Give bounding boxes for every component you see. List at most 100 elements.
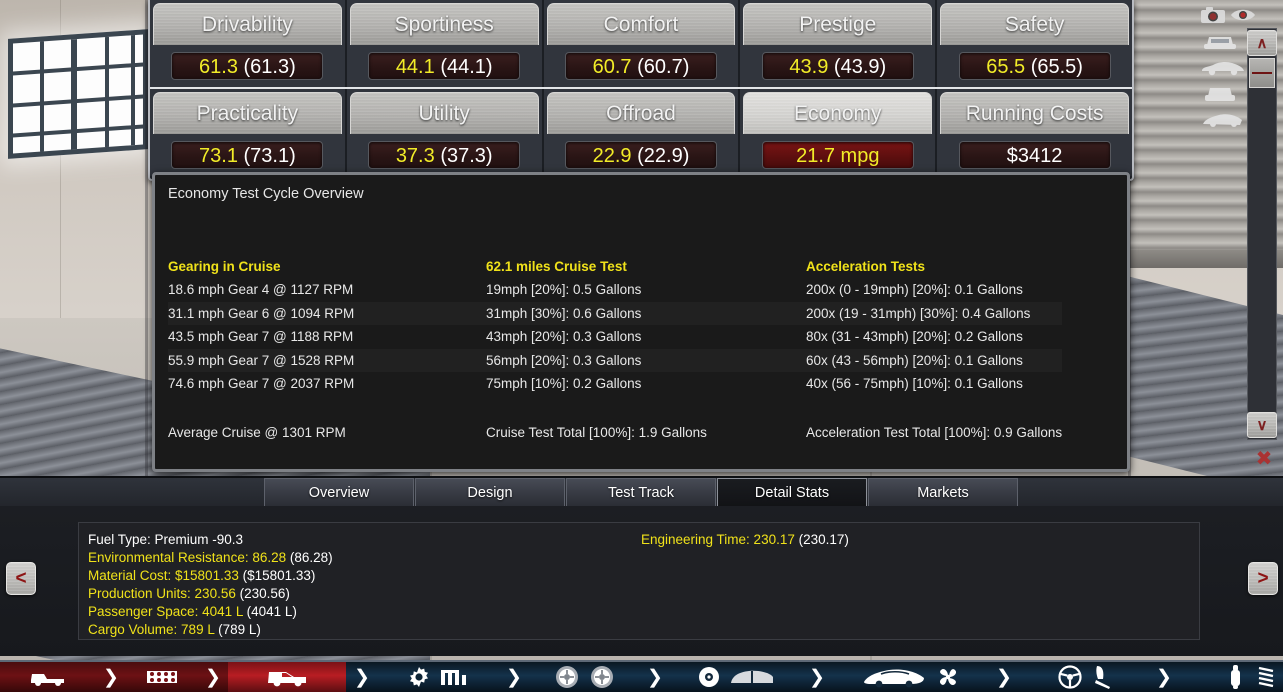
stat-label: Drivability [153,3,342,45]
sports-car-icon [861,665,927,689]
stat-line-key: Environmental Resistance: 86.28 [88,550,287,565]
stat-cell-running-costs[interactable]: Running Costs $3412 [937,89,1132,176]
stat-cell-utility[interactable]: Utility 37.3 (37.3) [346,89,544,176]
stat-cell-safety[interactable]: Safety 65.5 (65.5) [937,0,1132,87]
scroll-up-button[interactable]: ∧ [1247,30,1277,56]
bottom-stats-panel: Fuel Type: Premium -90.3 Environmental R… [78,522,1200,640]
stat-line-engineering-time: Engineering Time: 230.17 (230.17) [641,531,849,549]
tab-overview[interactable]: Overview [264,478,414,506]
stat-value: 44.1 [395,56,435,78]
stat-value-paren: $3412 [1006,145,1063,167]
stat-value-box: 22.9 (22.9) [564,141,717,169]
stat-value: 61.3 [199,56,238,78]
stat-line-production-units: Production Units: 230.56 (230.56) [88,585,333,603]
toolbar-stage-wheels[interactable] [530,662,638,692]
stat-value-box: 43.9 (43.9) [761,52,914,80]
stat-cell-economy[interactable]: Economy 21.7 mpg [740,89,938,176]
close-icon[interactable]: ✖ [1255,448,1273,470]
stat-line-material-cost: Material Cost: $15801.33 ($15801.33) [88,567,333,585]
stat-value-paren: (37.3) [440,145,493,167]
stat-row-1: Drivability 61.3 (61.3) Sportiness 44.1 … [150,0,1132,87]
stat-label: Prestige [743,3,933,45]
stat-value-paren: (60.7) [637,56,690,78]
toolbar-chevron-2: ❯ [198,662,228,692]
stat-cell-sportiness[interactable]: Sportiness 44.1 (44.1) [346,0,544,87]
car-side-icon[interactable] [1200,58,1246,81]
stat-value: 21.7 mpg [796,145,880,167]
stat-line-paren: (789 L) [218,622,261,637]
stat-value-box: 73.1 (73.1) [171,141,324,169]
detail-row: 55.9 mph Gear 7 @ 1528 RPM [168,349,486,373]
eye-icon[interactable] [1230,7,1256,28]
tab-test-track[interactable]: Test Track [566,478,716,506]
stat-value-paren: (43.9) [833,56,887,78]
detail-row: 31.1 mph Gear 6 @ 1094 RPM [168,302,486,326]
column-acceleration-tests: Acceleration Tests 200x (0 - 19mph) [20%… [806,255,1062,445]
stat-cell-offroad[interactable]: Offroad 22.9 (22.9) [543,89,741,176]
toolbar-stage-interior[interactable] [1022,662,1146,692]
detail-row: 200x (0 - 19mph) [20%]: 0.1 Gallons [806,282,1023,297]
toolbar-stage-body-panels[interactable] [672,662,800,692]
stat-line-paren: (4041 L) [246,604,297,619]
garage-window [8,29,148,159]
stat-value-box: 60.7 (60.7) [564,52,717,80]
stat-value: 65.5 [986,56,1026,78]
stat-value-paren: (44.1) [440,56,493,78]
detail-row: 60x (43 - 56mph) [20%]: 0.1 Gallons [806,349,1062,373]
stat-cell-comfort[interactable]: Comfort 60.7 (60.7) [543,0,741,87]
next-button[interactable]: > [1248,562,1278,595]
stat-cell-prestige[interactable]: Prestige 43.9 (43.9) [740,0,938,87]
scrollbar-thumb[interactable] [1249,58,1275,88]
toolbar-chevron-5: ❯ [638,662,672,692]
panel-title: Economy Test Cycle Overview [168,186,364,202]
detail-row: 43mph [20%]: 0.3 Gallons [486,329,642,345]
column-header: Acceleration Tests [806,259,926,274]
car-rear-icon[interactable] [1200,83,1240,108]
toolbar-stage-body-current[interactable] [228,662,346,692]
tab-design[interactable]: Design [415,478,565,506]
stat-line-key: Production Units: 230.56 [88,586,236,601]
stat-line-key: Fuel Type: Premium -90.3 [88,532,244,547]
stat-label: Sportiness [349,3,539,45]
toolbar-stage-body-type[interactable] [0,662,96,692]
stat-line-key: Engineering Time: 230.17 [641,532,795,547]
stat-cell-practicality[interactable]: Practicality 73.1 (73.1) [150,89,347,176]
stat-line-key: Cargo Volume: 789 L [88,622,215,637]
stat-line-fuel-type: Fuel Type: Premium -90.3 [88,531,333,549]
toolbar-stage-engine[interactable] [378,662,498,692]
stat-row-2: Practicality 73.1 (73.1) Utility 37.3 (3… [150,87,1132,176]
tab-markets[interactable]: Markets [868,478,1018,506]
detail-row: 200x (19 - 31mph) [30%]: 0.4 Gallons [806,302,1062,326]
vehicle-stat-grid: Drivability 61.3 (61.3) Sportiness 44.1 … [148,0,1134,181]
stat-line-key: Passenger Space: 4041 L [88,604,243,619]
stat-value-paren: (65.5) [1030,56,1083,78]
stat-value-box: 21.7 mpg [761,141,914,169]
car-perspective-icon[interactable] [1200,109,1246,134]
car-front-icon[interactable] [1200,31,1240,56]
camera-view-rail [1200,4,1256,134]
stat-line-cargo-volume: Cargo Volume: 789 L (789 L) [88,621,333,639]
stat-line-passenger-space: Passenger Space: 4041 L (4041 L) [88,603,333,621]
stat-value-box: 61.3 (61.3) [171,52,324,80]
previous-button[interactable]: < [6,562,36,595]
column-gearing-in-cruise: Gearing in Cruise 18.6 mph Gear 4 @ 1127… [168,255,486,445]
detail-row: 40x (56 - 75mph) [10%]: 0.1 Gallons [806,376,1023,392]
column-cruise-test: 62.1 miles Cruise Test 19mph [20%]: 0.5 … [486,255,806,445]
toolbar-stage-chassis[interactable] [126,662,198,692]
stat-line-environmental-resistance: Environmental Resistance: 86.28 (86.28) [88,549,333,567]
brake-disc-icon [698,666,720,688]
stat-value: 22.9 [592,145,632,167]
stat-cell-drivability[interactable]: Drivability 61.3 (61.3) [150,0,347,87]
scroll-down-button[interactable]: ∨ [1247,412,1277,438]
camera-icon[interactable] [1200,6,1226,29]
tab-detail-stats[interactable]: Detail Stats [717,478,867,506]
stat-line-paren: ($15801.33) [242,568,316,583]
scrollbar-track[interactable] [1247,28,1277,440]
column-total: Cruise Test Total [100%]: 1.9 Gallons [486,424,707,440]
van-body-icon [264,666,310,688]
wheel-icon [589,664,615,690]
toolbar-stage-aero-cooling[interactable] [834,662,986,692]
stat-label: Offroad [546,92,736,134]
stat-label: Safety [940,3,1129,45]
toolbar-stage-suspension[interactable] [1182,662,1283,692]
